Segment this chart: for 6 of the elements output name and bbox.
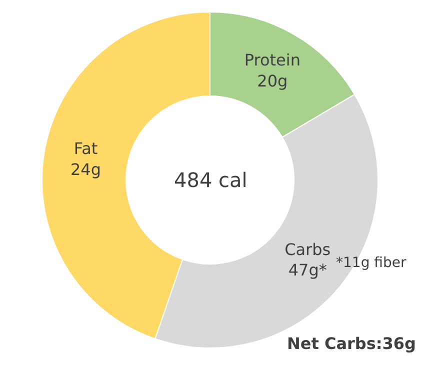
text: Net Carbs:36g xyxy=(287,334,416,353)
slice-label: Carbs 47g* xyxy=(284,240,331,280)
text: *11g fiber xyxy=(336,255,406,271)
slice-label: Protein 20g xyxy=(244,50,300,90)
text: 484 cal xyxy=(174,168,248,192)
slice-label: Fat 24g xyxy=(70,139,101,180)
